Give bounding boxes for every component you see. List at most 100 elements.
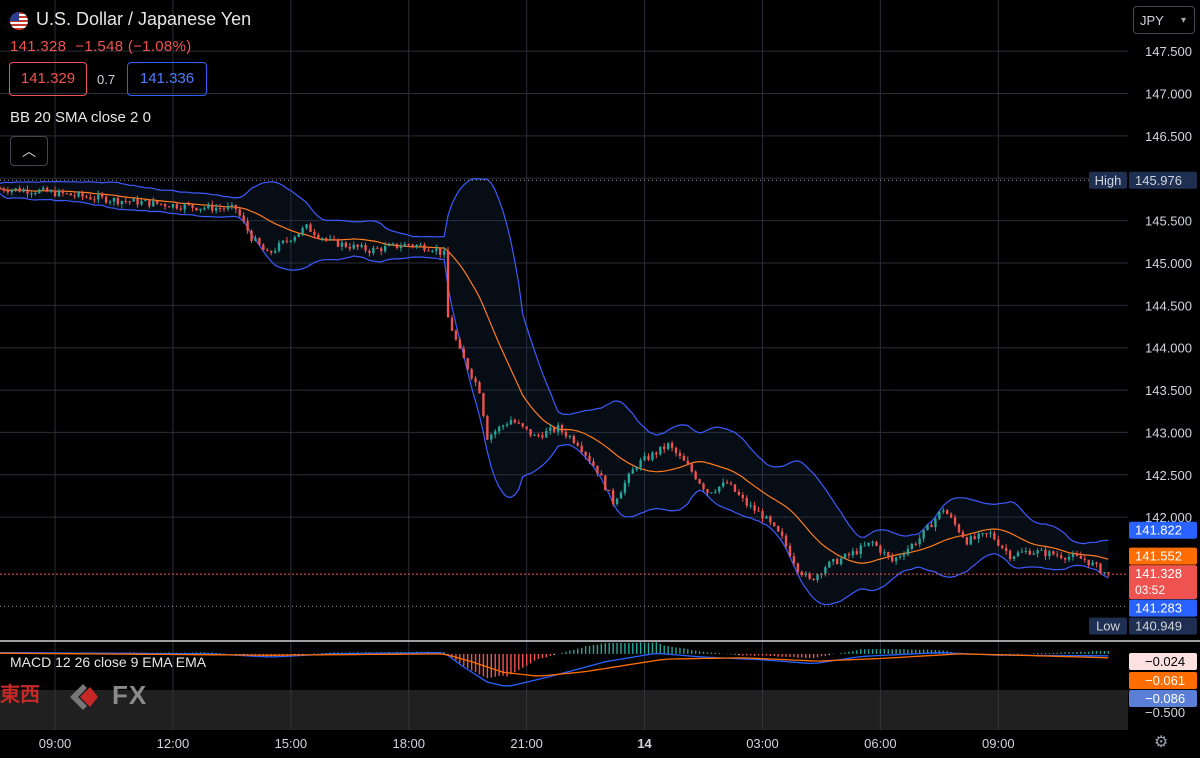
candle-body [655,452,658,455]
macd-scale-label: −0.500 [1145,705,1185,720]
candle-body [635,467,638,470]
candle-body [297,233,300,237]
price-marker-label: High [1095,173,1122,188]
candle-body [22,189,25,192]
candle-body [725,482,729,484]
candle-body [458,339,462,349]
candle-body [128,201,131,203]
candle-body [934,518,937,528]
candle-body [1016,552,1020,557]
candle-body [148,200,151,207]
y-tick-label: 146.500 [1145,129,1192,144]
candle-body [171,204,175,208]
candle-body [0,188,2,190]
candle-body [588,455,591,462]
candle-body [1056,554,1059,556]
candle-body [486,416,489,440]
candle-body [552,427,556,432]
candle-body [270,251,273,253]
candle-body [596,465,599,474]
candle-body [855,551,858,555]
candle-body [163,204,167,207]
candle-body [372,247,375,254]
candle-body [659,446,662,455]
candle-body [910,543,914,549]
candle-body [293,236,296,241]
candle-body [690,464,693,472]
candle-body [34,193,37,195]
y-tick-label: 142.000 [1145,510,1192,525]
candle-body [85,196,88,198]
candle-body [344,242,348,247]
candle-body [957,524,961,533]
candle-body [450,317,454,331]
candle-body [152,200,155,207]
currency-selector[interactable]: JPY ▾ [1133,6,1195,34]
candle-body [431,250,434,252]
sell-button[interactable]: 141.329 [9,62,87,96]
y-tick-label: 143.500 [1145,383,1192,398]
bollinger-bands [0,177,1109,606]
bb-fill [0,178,1109,605]
candle-body [902,554,906,557]
macd-value: −0.086 [1145,691,1185,706]
candle-body [1036,550,1039,554]
candle-body [922,530,925,539]
candle-body [403,244,407,247]
candle-body [525,426,528,430]
symbol-title[interactable]: U.S. Dollar / Japanese Yen [36,9,252,29]
candle-body [517,422,520,424]
x-tick-label: 21:00 [510,736,543,751]
collapse-indicators-button[interactable]: ︿ [10,136,48,166]
bb-indicator-label[interactable]: BB 20 SMA close 2 0 [10,109,151,126]
candle-body [777,525,780,532]
candle-body [14,188,17,190]
y-tick-label: 142.500 [1145,468,1192,483]
candle-body [140,201,143,205]
candle-body [1004,547,1008,551]
candle-body [30,193,33,195]
candle-body [159,203,163,205]
candle-body [816,574,819,580]
candle-body [336,239,340,247]
candle-body [214,207,218,211]
candle-body [93,199,96,201]
candle-body [112,198,116,202]
settings-gear-icon[interactable]: ⚙ [1154,734,1169,751]
candle-body [549,427,552,431]
candle-body [328,238,332,240]
candle-body [77,192,80,197]
candle-body [560,425,564,432]
candle-body [883,552,886,554]
macd-value-box [1129,653,1197,670]
candle-body [678,453,682,456]
candle-body [961,532,965,538]
candle-body [879,545,882,553]
candle-body [399,246,403,249]
candle-body [132,198,135,202]
candle-body [631,469,634,474]
candle-body [1044,549,1047,557]
x-tick-label: 18:00 [392,736,425,751]
candle-body [442,250,446,255]
macd-indicator-label[interactable]: MACD 12 26 close 9 EMA EMA [10,654,207,670]
candle-body [611,490,615,504]
candle-body [973,536,976,539]
candle-body [411,244,414,247]
buy-button[interactable]: 141.336 [127,62,207,96]
candle-body [179,208,182,210]
candle-body [281,240,285,243]
candle-body [529,429,532,436]
candle-body [254,238,257,241]
price-marker-value: 140.949 [1135,619,1182,634]
price-marker-tag [1089,171,1127,189]
candle-body [1028,550,1031,555]
candle-body [1020,551,1024,553]
candle-body [513,420,517,423]
candle-body [930,524,933,528]
time-axis: 09:00 12:00 15:00 18:00 21:00 14 03:00 06:00 09:… [39,736,1015,751]
candle-body [238,209,241,216]
candle-body [273,250,277,253]
candle-body [1091,562,1094,566]
